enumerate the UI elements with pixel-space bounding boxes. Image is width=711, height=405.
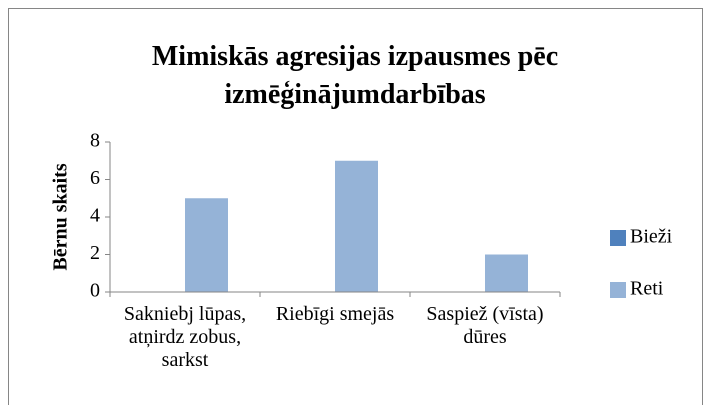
y-tick-label: 0 — [90, 280, 100, 302]
legend-swatch — [610, 230, 626, 246]
y-tick-label: 8 — [90, 130, 100, 152]
y-tick-label: 2 — [90, 242, 100, 264]
legend-swatch — [610, 282, 626, 298]
y-tick-label: 6 — [90, 167, 100, 189]
bar — [335, 160, 378, 292]
x-tick-label: Saspiež (vīsta) dūres — [426, 303, 544, 348]
bar — [185, 198, 228, 292]
legend-label: Bieži — [630, 226, 673, 248]
y-tick-label: 4 — [90, 205, 100, 227]
x-tick-label: Sakniebj lūpas, atņirdz zobus, sarkst — [123, 303, 247, 371]
y-axis-label: Bērnu skaits — [50, 163, 72, 270]
bar — [485, 254, 528, 292]
chart-title: Mimiskās agresijas izpausmes pēc izmēģin… — [151, 41, 559, 110]
x-tick-label: Riebīgi smejās — [275, 303, 395, 325]
legend-label: Reti — [630, 278, 664, 300]
chart-frame — [8, 8, 703, 405]
